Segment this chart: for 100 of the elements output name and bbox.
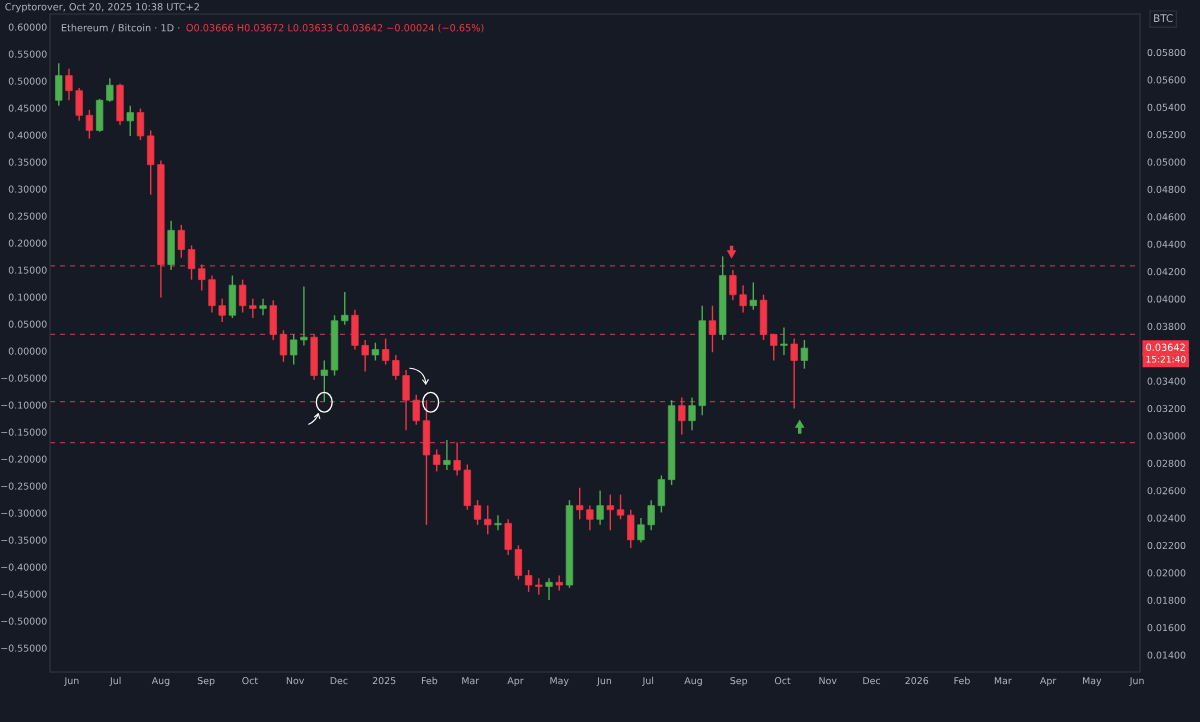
candlestick <box>800 339 809 370</box>
candlestick <box>484 504 492 536</box>
x-tick-label: Dec <box>330 677 348 685</box>
y2-tick-label: 0.20000 <box>8 239 47 247</box>
y-tick-label: 0.03200 <box>1147 404 1186 413</box>
x-tick-label: 2026 <box>905 677 929 685</box>
candlestick <box>279 329 288 363</box>
candlestick <box>494 514 502 531</box>
y2-tick-label: 0.50000 <box>8 77 47 85</box>
candlestick <box>535 577 543 596</box>
x-tick-label: 2025 <box>372 677 396 685</box>
y2-tick-label: −0.30000 <box>1 509 47 517</box>
y-axis-title: BTC <box>1154 14 1173 23</box>
y-tick-label: 0.05800 <box>1147 48 1186 57</box>
y-tick-label: 0.05000 <box>1147 158 1186 166</box>
y-tick-label: 0.03000 <box>1147 432 1186 440</box>
y-tick-label: 0.02200 <box>1147 541 1186 550</box>
x-tick-label: Jun <box>596 677 612 686</box>
candlestick <box>412 394 420 426</box>
y-tick-label: 0.02000 <box>1147 569 1186 577</box>
y2-tick-label: 0.35000 <box>8 158 47 166</box>
y2-tick-label: 0.60000 <box>8 23 47 31</box>
candlestick <box>198 263 206 292</box>
y2-tick-label: −0.50000 <box>1 617 47 625</box>
y2-tick-label: 0.15000 <box>8 266 47 274</box>
candlestick <box>708 304 717 353</box>
candlestick <box>545 577 553 601</box>
text: 0.03642 <box>1146 343 1185 351</box>
x-tick-label: Jun <box>1129 677 1144 686</box>
candlestick <box>596 489 604 526</box>
candlestick <box>473 499 482 526</box>
x-tick-label: Apr <box>1039 677 1057 686</box>
candlestick <box>586 504 594 531</box>
x-tick-label: Sep <box>730 677 748 686</box>
candlestick <box>106 77 114 103</box>
candlestick <box>361 339 369 373</box>
y-tick-label: 0.01600 <box>1147 624 1186 632</box>
candlestick <box>576 487 584 521</box>
y-tick-label: 0.04400 <box>1147 240 1186 248</box>
x-tick-label: Mar <box>994 677 1012 685</box>
candlestick <box>259 298 267 316</box>
y-tick-label: 0.04200 <box>1147 268 1186 276</box>
candlestick <box>790 337 798 410</box>
x-tick-label: Jul <box>109 676 121 686</box>
chart-subtitle: Cryptorover, Oct 20, 2025 10:38 UTC+2 <box>5 3 199 13</box>
x-tick-label: Mar <box>462 677 480 685</box>
candlestick <box>126 105 134 137</box>
candlestick <box>392 354 400 381</box>
annotation: O0.03666 H0.03672 L0.03633 C0.03642 −0.00024 (−0.65%) <box>186 23 484 33</box>
x-tick-label: May <box>550 677 569 686</box>
x-tick-label: Jul <box>642 676 654 686</box>
x-tick-label: Oct <box>242 677 258 685</box>
y-tick-label: 0.04000 <box>1147 295 1186 303</box>
candlestick <box>136 107 145 141</box>
candlestick <box>749 281 757 311</box>
y-tick-label: 0.05400 <box>1147 103 1186 111</box>
y2-tick-label: −0.45000 <box>1 590 47 598</box>
y2-tick-label: 0.25000 <box>8 212 47 220</box>
y2-tick-label: −0.15000 <box>1 428 47 436</box>
x-tick-label: Dec <box>863 677 881 685</box>
candlestick <box>780 326 788 356</box>
candlestick <box>647 499 655 531</box>
candlestick <box>443 439 451 471</box>
candlestick <box>433 448 441 473</box>
candlestick <box>453 441 461 477</box>
candlestick <box>729 269 737 301</box>
y-tick-label: 0.03800 <box>1147 322 1186 330</box>
y-tick-label: 0.03400 <box>1147 377 1186 385</box>
y2-tick-label: 0.05000 <box>8 320 47 328</box>
candlestick <box>249 298 257 319</box>
x-tick-label: Nov <box>286 677 305 685</box>
y2-tick-label: 0.55000 <box>8 50 47 58</box>
candlestick <box>381 337 390 366</box>
y2-tick-label: −0.55000 <box>1 644 47 652</box>
y2-tick-label: 0.00000 <box>8 347 47 355</box>
y2-tick-label: −0.05000 <box>1 374 47 382</box>
y2-tick-label: 0.45000 <box>8 104 47 112</box>
y2-tick-label: −0.10000 <box>1 401 47 409</box>
candlestick <box>341 291 349 326</box>
y2-tick-label: −0.40000 <box>1 563 47 571</box>
y2-tick-label: −0.35000 <box>1 536 47 544</box>
text: 15:21:40 <box>1146 355 1186 363</box>
candlestick <box>606 493 614 531</box>
y2-tick-label: 0.10000 <box>8 293 47 301</box>
y2-tick-label: 0.30000 <box>8 185 47 193</box>
y-tick-label: 0.02600 <box>1147 487 1186 495</box>
y-tick-label: 0.01800 <box>1147 596 1186 604</box>
candlestick <box>218 298 226 323</box>
y-tick-label: 0.04800 <box>1147 185 1186 194</box>
candlestick <box>770 333 778 362</box>
candlestick <box>637 517 645 544</box>
candlestick <box>187 244 196 281</box>
candlestick <box>320 359 328 403</box>
candlestick <box>85 109 94 140</box>
y2-tick-label: 0.40000 <box>8 131 47 139</box>
x-tick-label: Aug <box>684 677 702 686</box>
x-tick-label: Sep <box>197 677 215 686</box>
y-tick-label: 0.02400 <box>1147 514 1186 522</box>
y-tick-label: 0.02800 <box>1147 459 1186 467</box>
candlestick <box>238 278 247 314</box>
